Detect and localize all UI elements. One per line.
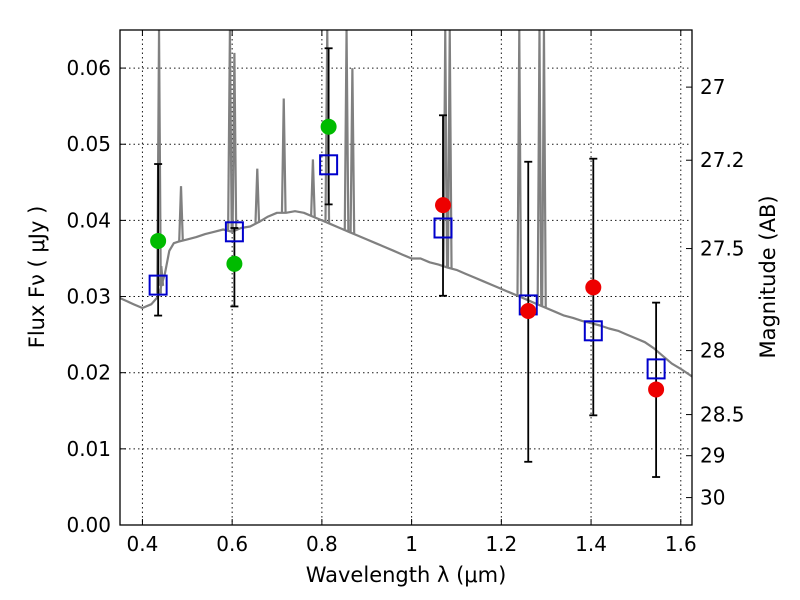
x-tick-label: 1.2 — [485, 532, 517, 556]
y-tick-label: 0.02 — [66, 361, 111, 385]
right-tick-label: 28 — [700, 339, 725, 363]
emission-line-spike — [178, 186, 184, 242]
emission-line-spike — [343, 30, 350, 231]
emission-line-spike — [516, 30, 523, 297]
right-tick-label: 27.5 — [700, 237, 745, 261]
emission-line-spike — [227, 30, 233, 232]
model-flux-square — [583, 320, 603, 342]
x-tick-label: 1.6 — [665, 532, 697, 556]
x-tick-label: 0.6 — [216, 532, 248, 556]
model-flux-square — [148, 274, 168, 296]
y-tick-label: 0.06 — [66, 56, 111, 80]
emission-line-spike — [310, 159, 316, 217]
x-tick-label: 0.8 — [306, 532, 338, 556]
y-tick-label: 0.05 — [66, 132, 111, 156]
right-tick-label: 27 — [700, 75, 725, 99]
right-tick-label: 29 — [700, 444, 725, 468]
right-tick-label: 27.2 — [700, 148, 745, 172]
plot-frame — [119, 29, 693, 526]
sed-continuum-line — [120, 210, 692, 378]
x-tick-label: 1.4 — [575, 532, 607, 556]
emission-line-spike — [254, 168, 261, 223]
right-tick-label: 30 — [700, 486, 725, 510]
observed-flux-point — [150, 232, 167, 249]
model-flux-square — [319, 154, 339, 176]
x-tick-label: 1 — [405, 532, 418, 556]
emission-line-spike — [442, 30, 449, 267]
right-tick-label: 28.5 — [700, 403, 745, 427]
y-axis-right-label: Magnitude (AB) — [756, 195, 780, 358]
observed-flux-point — [585, 279, 602, 296]
data-markers — [148, 118, 666, 398]
emission-line-spike — [158, 265, 165, 286]
emission-line-spike — [349, 68, 356, 234]
grid — [120, 30, 692, 525]
x-tick-label: 0.4 — [127, 532, 159, 556]
observed-flux-point — [320, 118, 337, 135]
observed-flux-point — [520, 303, 537, 320]
observed-flux-point — [226, 255, 243, 272]
x-axis-label: Wavelength λ (μm) — [306, 563, 507, 587]
emission-line-spike — [536, 30, 543, 306]
emission-line-spike — [231, 52, 238, 231]
sed-spectrum — [120, 30, 692, 378]
y-tick-label: 0.01 — [66, 437, 111, 461]
model-flux-square — [646, 358, 666, 380]
y-tick-label: 0.00 — [66, 513, 111, 537]
emission-line-spike — [541, 30, 547, 308]
y-tick-label: 0.03 — [66, 285, 111, 309]
model-flux-square — [224, 221, 244, 243]
observed-flux-point — [435, 197, 452, 214]
emission-line-spike — [446, 30, 453, 269]
emission-line-spike — [280, 98, 287, 213]
axis-ticks: 0.4 0.6 0.8 1 1.2 1.4 1.6 0.00 0.01 0.02 0.03 0.04 0… — [66, 30, 745, 556]
y-axis-label: Flux Fν ( μJy ) — [25, 206, 49, 349]
observed-flux-point — [648, 381, 665, 398]
y-tick-label: 0.04 — [66, 208, 111, 232]
model-flux-square — [433, 217, 453, 239]
